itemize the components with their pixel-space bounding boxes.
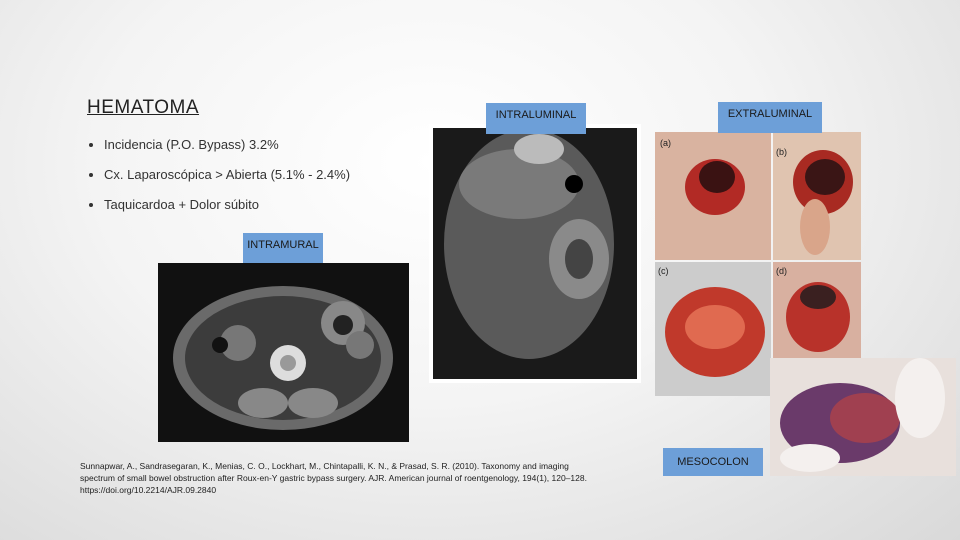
photo-b <box>773 132 861 260</box>
citation: Sunnapwar, A., Sandrasegaran, K., Menias… <box>80 461 587 495</box>
photo-a <box>655 132 771 260</box>
ct-axial-image <box>158 263 409 442</box>
photo-d <box>773 262 861 360</box>
bullet: Incidencia (P.O. Bypass) 3.2% <box>104 136 350 166</box>
photo-mesocolon <box>770 358 956 476</box>
photo-c <box>655 262 771 396</box>
label-intramural: INTRAMURAL <box>243 233 323 263</box>
ct-coronal-image <box>429 124 641 383</box>
photo-letter: (a) <box>660 138 671 148</box>
bullet: Cx. Laparoscópica > Abierta (5.1% - 2.4%… <box>104 166 350 196</box>
photo-letter: (d) <box>776 266 787 276</box>
photo-letter: (b) <box>776 147 787 157</box>
bullet: Taquicardoa + Dolor súbito <box>104 196 350 226</box>
photo-letter: (c) <box>658 266 669 276</box>
label-extraluminal: EXTRALUMINAL <box>718 102 822 133</box>
title: HEMATOMA <box>87 97 200 118</box>
bullet-list: Incidencia (P.O. Bypass) 3.2% Cx. Laparo… <box>88 136 350 226</box>
label-mesocolon: MESOCOLON <box>663 448 763 476</box>
label-intraluminal: INTRALUMINAL <box>486 103 586 134</box>
